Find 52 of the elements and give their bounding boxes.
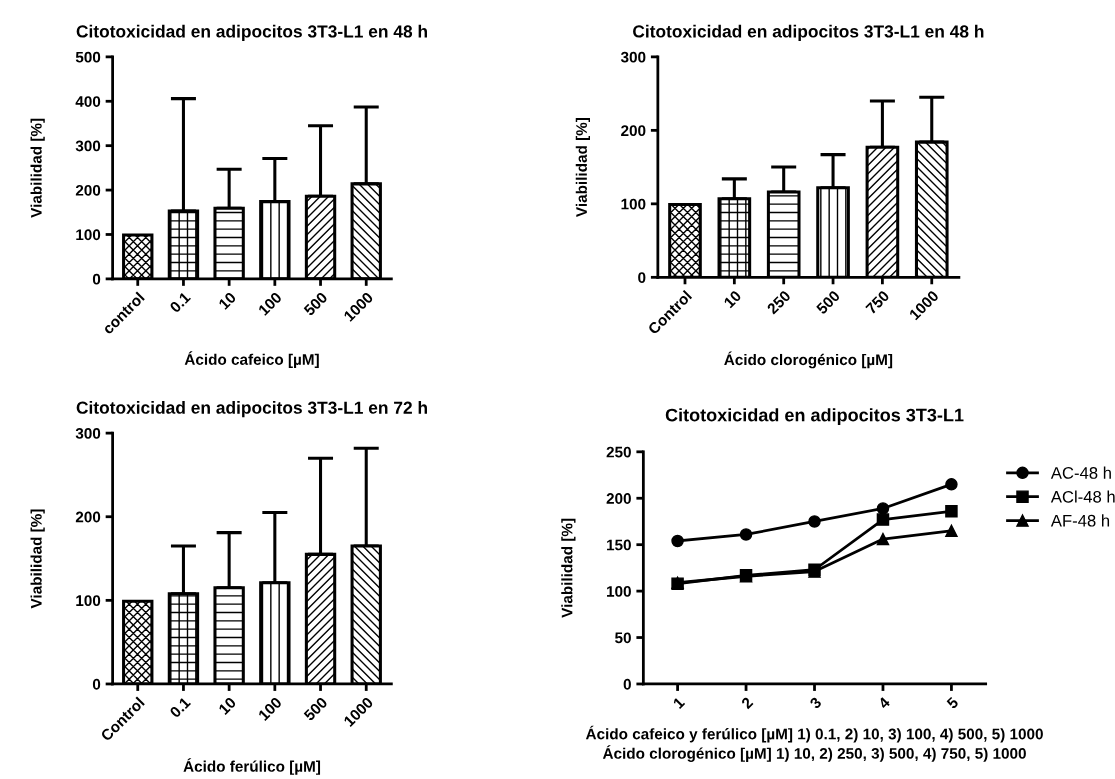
y-axis-title: Viabilidad [%] <box>30 118 45 218</box>
chart-title: Citotoxicidad en adipocitos 3T3-L1 en 48 h <box>633 24 984 42</box>
x-axis-title: Ácido ferúlico [µM] <box>183 758 321 775</box>
x-tick-label: 10 <box>218 291 237 310</box>
legend-label: AF-48 h <box>1050 514 1110 527</box>
legend-label: ACl-48 h <box>1050 490 1115 503</box>
y-axis-title: Viabilidad [%] <box>30 509 45 609</box>
y-tick-label: 200 <box>75 511 101 523</box>
x-tick-label: 100 <box>257 696 283 722</box>
x-tick-label: 10 <box>218 696 237 716</box>
y-axis-title: Viabilidad [%] <box>561 518 576 618</box>
y-tick-label: 200 <box>621 125 646 137</box>
x-tick-label: 0.1 <box>169 696 192 719</box>
x-tick-label: 2 <box>740 696 754 710</box>
y-axis-title: Viabilidad [%] <box>575 118 590 217</box>
y-tick-label: 100 <box>621 198 646 210</box>
x-tick-label: 750 <box>865 289 890 315</box>
legend-label: AC-48 h <box>1050 466 1111 479</box>
x-axis-title: Ácido cafeico y ferúlico [µM] 1) 0.1, 2) 10, 3) 100, 4) 500, 5) 1000 Ácido clorogénico [µM] 1) 10, 2) 250, 3) 500, 4) 750, 5) 1000 <box>585 725 1043 762</box>
y-tick-label: 0 <box>92 678 101 690</box>
y-tick-label: 100 <box>607 585 631 597</box>
x-axis-title: Ácido cafeico [µM] <box>184 351 319 368</box>
x-tick-label: 3 <box>809 696 823 710</box>
y-tick-label: 300 <box>620 51 646 63</box>
x-tick-label: 500 <box>815 289 841 315</box>
x-tick-label: 100 <box>257 291 283 316</box>
y-tick-label: 100 <box>76 595 101 607</box>
x-tick-label: 0.1 <box>169 291 192 314</box>
x-tick-label: 1 <box>672 696 686 709</box>
y-tick-label: 400 <box>75 96 101 107</box>
y-tick-label: 500 <box>75 51 101 63</box>
y-tick-label: 0 <box>92 273 101 285</box>
y-tick-label: 0 <box>623 678 631 690</box>
y-tick-label: 150 <box>607 539 631 551</box>
x-tick-label: 250 <box>766 289 792 315</box>
y-tick-label: 250 <box>606 446 631 458</box>
y-tick-label: 0 <box>638 272 646 284</box>
y-tick-label: 200 <box>75 184 101 196</box>
x-tick-label: 4 <box>877 696 891 710</box>
y-tick-label: 300 <box>75 427 101 439</box>
y-tick-label: 200 <box>606 493 631 504</box>
chart-title: Citotoxicidad en adipocitos 3T3-L1 en 72 h <box>76 401 427 418</box>
x-tick-label: 10 <box>723 289 742 309</box>
chart-title: Citotoxicidad en adipocitos 3T3-L1 en 48 h <box>76 24 427 42</box>
x-tick-label: 500 <box>303 291 329 317</box>
x-axis-title: Ácido clorogénico [µM] <box>724 351 893 369</box>
x-tick-label: 500 <box>303 696 329 722</box>
x-tick-label: 5 <box>946 696 960 710</box>
y-tick-label: 50 <box>615 632 631 644</box>
y-tick-label: 300 <box>75 140 101 152</box>
chart-title: Citotoxicidad en adipocitos 3T3-L1 <box>665 408 964 426</box>
y-tick-label: 100 <box>76 229 101 241</box>
